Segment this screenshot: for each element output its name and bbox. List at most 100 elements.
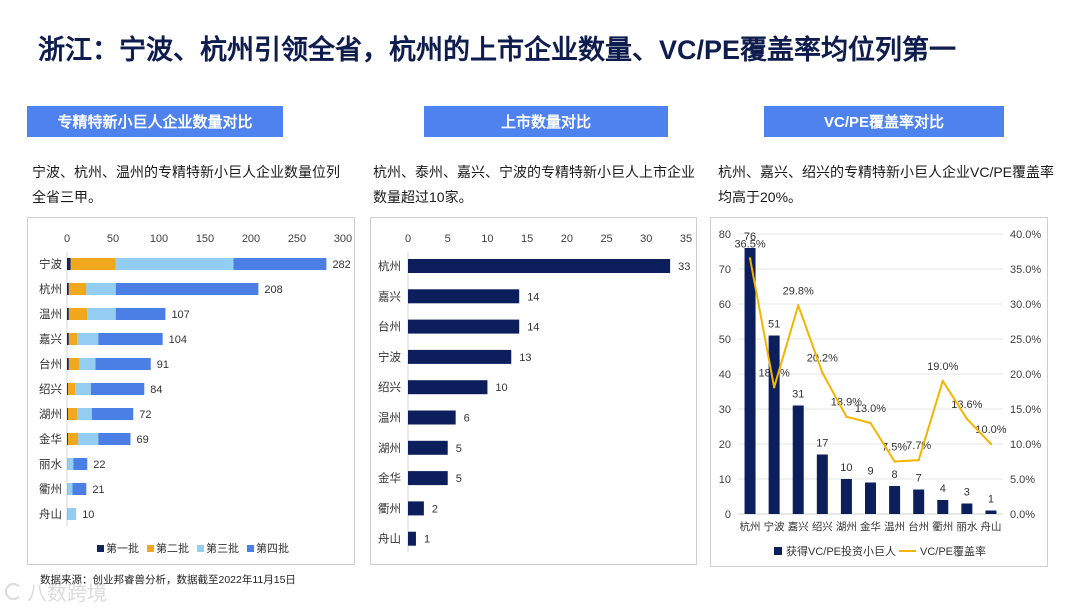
bar-segment-series-2: [70, 258, 116, 270]
bar-segment-series-3: [67, 483, 73, 495]
left-axis-tick-label: 0: [725, 509, 731, 521]
bar-segment-series-1: [67, 408, 68, 420]
legend-label: 第一批: [106, 541, 139, 555]
bar-segment-series-4: [233, 258, 327, 270]
bar-data-label: 8: [892, 469, 898, 481]
x-tick-label: 0: [405, 233, 411, 245]
section-description: 宁波、杭州、温州的专精特新小巨人企业数量位列全省三甲。: [32, 164, 340, 205]
watermark: 八数跨境: [5, 577, 107, 606]
listing-count-bar: [408, 410, 456, 425]
coverage-point: [797, 304, 800, 307]
bar-segment-series-3: [78, 433, 99, 445]
total-data-label: 69: [136, 434, 148, 446]
section-header-vcpe: VC/PE覆盖率对比: [764, 106, 1004, 137]
bar-segment-series-4: [98, 333, 163, 345]
coverage-point: [748, 257, 752, 260]
x-tick-label: 25: [600, 233, 612, 245]
total-data-label: 104: [169, 334, 187, 346]
bar-segment-series-2: [67, 383, 76, 395]
bar-data-label: 7: [916, 473, 922, 485]
total-data-label: 107: [171, 309, 189, 321]
coverage-point: [989, 442, 993, 446]
bar-data-label: 14: [527, 291, 539, 303]
bar-data-label: 4: [940, 483, 946, 495]
coverage-data-label: 36.5%: [734, 239, 765, 251]
vcpe-count-bar: [889, 486, 901, 514]
category-label: 衢州: [39, 482, 62, 496]
coverage-data-label: 19.0%: [927, 361, 958, 373]
total-data-label: 282: [332, 259, 350, 271]
x-tick-label: 35: [680, 233, 692, 245]
listing-count-bar: [408, 471, 448, 486]
right-axis-tick-label: 35.0%: [1010, 264, 1041, 276]
bar-segment-series-4: [98, 433, 131, 445]
total-data-label: 21: [92, 484, 104, 496]
category-label: 温州: [39, 307, 62, 321]
category-label: 宁波: [378, 350, 401, 364]
bar-data-label: 33: [678, 261, 690, 273]
right-axis-tick-label: 5.0%: [1010, 474, 1035, 486]
bar-segment-series-3: [86, 283, 116, 295]
legend-label: VC/PE覆盖率: [920, 544, 986, 558]
bar-segment-series-3: [67, 508, 77, 520]
left-axis-tick-label: 80: [719, 229, 731, 241]
coverage-point: [845, 415, 848, 418]
coverage-point: [965, 417, 969, 420]
left-axis-tick-label: 50: [719, 334, 731, 346]
listing-count-bar: [408, 259, 671, 273]
right-axis-tick-label: 15.0%: [1010, 404, 1041, 416]
listing-count-bar: [408, 531, 416, 546]
right-axis-tick-label: 0.0%: [1010, 509, 1035, 521]
bar-segment-series-1: [67, 258, 71, 270]
vcpe-combo-chart: 0 10 20 30 40 50 60 70 80 0.0% 5.0% 10.0% 15.0% 20.0%…: [719, 229, 1042, 558]
legend-swatch: [774, 547, 782, 555]
section-description: 杭州、泰州、嘉兴、宁波的专精特新小巨人上市企业数量超过10家。: [373, 164, 695, 205]
coverage-point: [821, 371, 824, 374]
x-tick-label: 10: [481, 233, 493, 245]
x-tick-label: 30: [640, 233, 652, 245]
watermark-logo-icon: [5, 583, 22, 600]
section-description: 杭州、嘉兴、绍兴的专精特新小巨人企业VC/PE覆盖率均高于20%。: [718, 164, 1055, 205]
category-label: 嘉兴: [788, 520, 809, 533]
bar-data-label: 6: [464, 413, 470, 425]
bar-segment-series-1: [67, 333, 69, 345]
section-header-companies: 专精特新小巨人企业数量对比: [27, 106, 283, 137]
bar-segment-series-4: [72, 483, 87, 495]
bar-data-label: 5: [456, 473, 462, 485]
vcpe-count-bar: [937, 500, 949, 514]
category-label: 绍兴: [378, 380, 401, 394]
right-axis-tick-label: 30.0%: [1010, 299, 1041, 311]
legend-swatch: [197, 545, 204, 552]
bar-data-label: 5: [456, 443, 462, 455]
bar-data-label: 31: [792, 389, 804, 401]
bar-data-label: 1: [988, 494, 994, 506]
bar-segment-series-4: [95, 358, 151, 370]
bar-data-label: 17: [816, 438, 828, 450]
x-tick-label: 0: [64, 233, 70, 245]
bar-segment-series-3: [77, 408, 92, 420]
category-label: 衢州: [932, 521, 953, 533]
coverage-data-label: 20.2%: [807, 353, 838, 365]
bar-segment-series-4: [73, 458, 88, 470]
bar-data-label: 1: [424, 534, 430, 546]
coverage-point: [772, 386, 776, 389]
bar-segment-series-2: [68, 283, 87, 295]
vcpe-count-bar: [961, 503, 973, 514]
total-data-label: 91: [157, 359, 169, 371]
bar-segment-series-2: [68, 308, 88, 320]
stacked-bar-chart: 0 50 100 150 200 250 300 宁波 282 杭州 208 温州 107 嘉兴 104 台州…: [39, 233, 352, 555]
bar-segment-series-3: [67, 458, 74, 470]
bar-data-label: 51: [768, 319, 780, 331]
slide-title: 浙江：宁波、杭州引领全省，杭州的上市企业数量、VC/PE覆盖率均位列第一: [38, 35, 957, 65]
bar-segment-series-2: [67, 458, 68, 470]
category-label: 金华: [378, 471, 401, 485]
bar-segment-series-4: [91, 408, 134, 420]
right-axis-tick-label: 10.0%: [1010, 439, 1041, 451]
category-label: 台州: [908, 520, 929, 533]
listing-count-bar: [408, 440, 448, 455]
left-axis-tick-label: 10: [719, 474, 731, 486]
category-label: 杭州: [740, 520, 761, 533]
category-label: 台州: [378, 320, 401, 334]
left-axis-tick-label: 30: [719, 404, 731, 416]
